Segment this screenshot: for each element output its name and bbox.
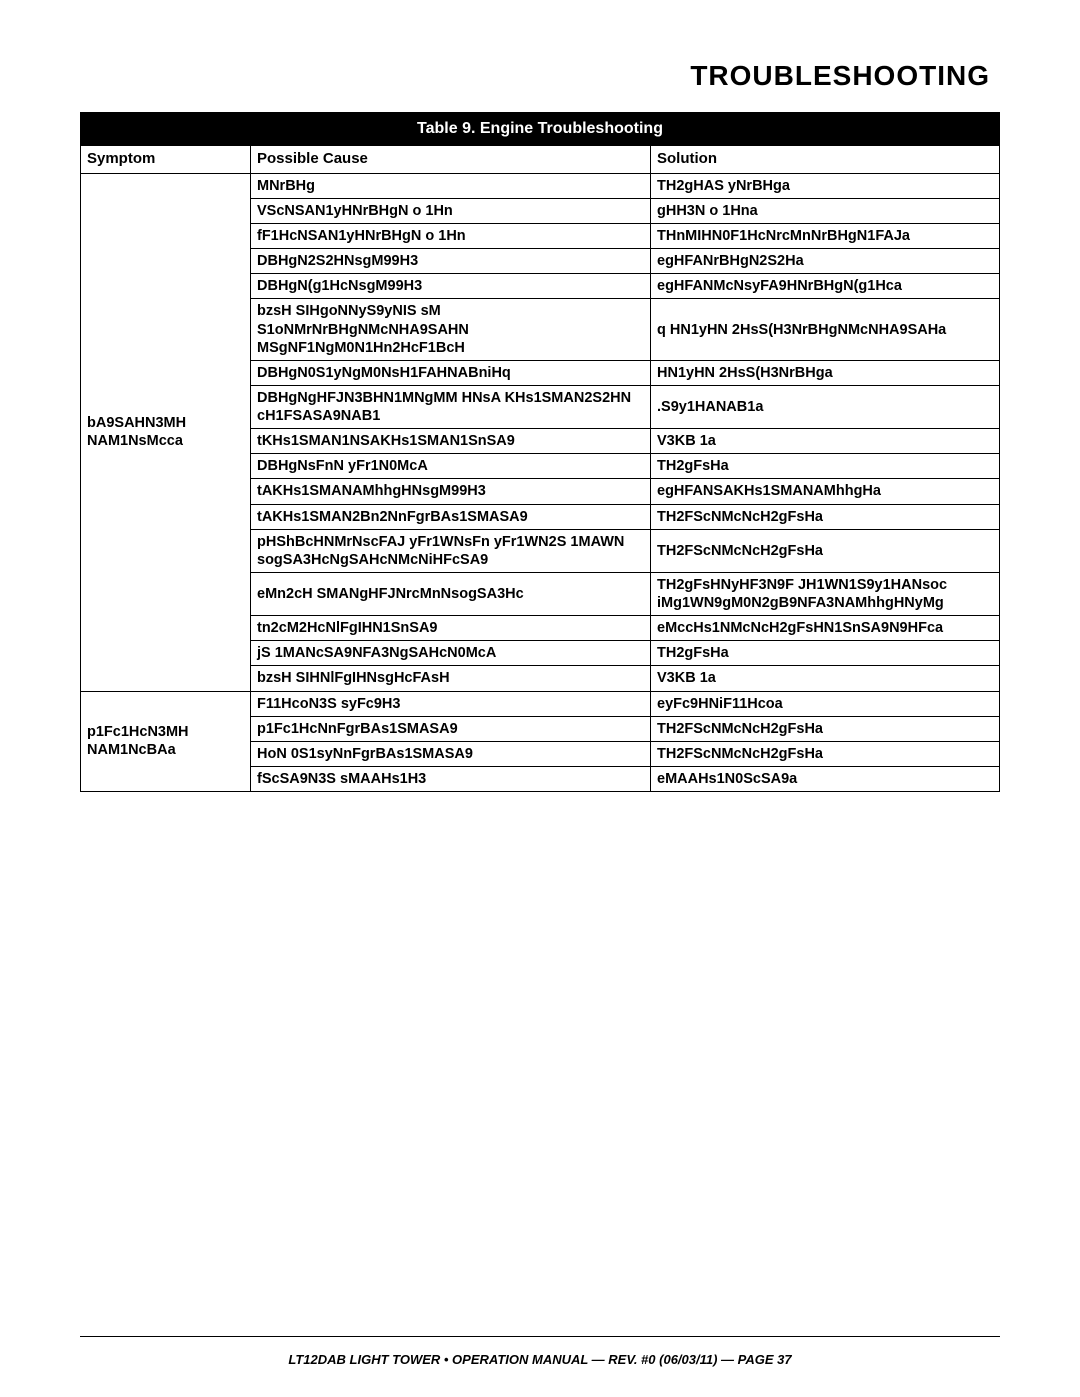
cause-cell: DBHgN2S2HNsgM99H3 bbox=[251, 249, 651, 274]
table-body: bA9SAHN3MH NAM1NsMccaMNrBHgTH2gHAS yNrBH… bbox=[81, 173, 1000, 791]
troubleshooting-table-wrap: Table 9. Engine Troubleshooting Symptom … bbox=[80, 112, 1000, 792]
symptom-cell: bA9SAHN3MH NAM1NsMcca bbox=[81, 173, 251, 691]
solution-cell: .S9y1HANAB1a bbox=[651, 385, 1000, 428]
cause-cell: fF1HcNSAN1yHNrBHgN o 1Hn bbox=[251, 224, 651, 249]
footer-divider bbox=[80, 1336, 1000, 1337]
solution-cell: TH2gHAS yNrBHga bbox=[651, 173, 1000, 198]
solution-cell: eMAAHs1N0ScSA9a bbox=[651, 766, 1000, 791]
solution-cell: TH2gFsHa bbox=[651, 454, 1000, 479]
solution-cell: q HN1yHN 2HsS(H3NrBHgNMcNHA9SAHa bbox=[651, 299, 1000, 360]
troubleshooting-table: Table 9. Engine Troubleshooting Symptom … bbox=[80, 112, 1000, 792]
cause-cell: p1Fc1HcNnFgrBAs1SMASA9 bbox=[251, 716, 651, 741]
cause-cell: HoN 0S1syNnFgrBAs1SMASA9 bbox=[251, 741, 651, 766]
cause-cell: bzsH SIHgoNNyS9yNIS sM S1oNMrNrBHgNMcNHA… bbox=[251, 299, 651, 360]
cause-cell: tKHs1SMAN1NSAKHs1SMAN1SnSA9 bbox=[251, 429, 651, 454]
solution-cell: TH2FScNMcNcH2gFsHa bbox=[651, 504, 1000, 529]
solution-cell: V3KB 1a bbox=[651, 666, 1000, 691]
solution-cell: egHFANSAKHs1SMANAMhhgHa bbox=[651, 479, 1000, 504]
solution-cell: TH2FScNMcNcH2gFsHa bbox=[651, 741, 1000, 766]
header-solution: Solution bbox=[651, 146, 1000, 174]
solution-cell: egHFANrBHgN2S2Ha bbox=[651, 249, 1000, 274]
cause-cell: DBHgN0S1yNgM0NsH1FAHNABniHq bbox=[251, 360, 651, 385]
header-symptom: Symptom bbox=[81, 146, 251, 174]
cause-cell: fScSA9N3S sMAAHs1H3 bbox=[251, 766, 651, 791]
table-row: bA9SAHN3MH NAM1NsMccaMNrBHgTH2gHAS yNrBH… bbox=[81, 173, 1000, 198]
solution-cell: V3KB 1a bbox=[651, 429, 1000, 454]
solution-cell: gHH3N o 1Hna bbox=[651, 198, 1000, 223]
solution-cell: eMccHs1NMcNcH2gFsHN1SnSA9N9HFca bbox=[651, 616, 1000, 641]
cause-cell: jS 1MANcSA9NFA3NgSAHcN0McA bbox=[251, 641, 651, 666]
cause-cell: MNrBHg bbox=[251, 173, 651, 198]
cause-cell: tAKHs1SMAN2Bn2NnFgrBAs1SMASA9 bbox=[251, 504, 651, 529]
symptom-cell: p1Fc1HcN3MH NAM1NcBAa bbox=[81, 691, 251, 792]
cause-cell: DBHgNgHFJN3BHN1MNgMM HNsA KHs1SMAN2S2HN … bbox=[251, 385, 651, 428]
solution-cell: egHFANMcNsyFA9HNrBHgN(g1Hca bbox=[651, 274, 1000, 299]
solution-cell: TH2gFsHa bbox=[651, 641, 1000, 666]
solution-cell: HN1yHN 2HsS(H3NrBHga bbox=[651, 360, 1000, 385]
table-row: p1Fc1HcN3MH NAM1NcBAaF11HcoN3S syFc9H3ey… bbox=[81, 691, 1000, 716]
footer-text: LT12DAB LIGHT TOWER • OPERATION MANUAL —… bbox=[0, 1352, 1080, 1367]
table-caption: Table 9. Engine Troubleshooting bbox=[81, 113, 1000, 146]
cause-cell: eMn2cH SMANgHFJNrcMnNsogSA3Hc bbox=[251, 572, 651, 615]
header-cause: Possible Cause bbox=[251, 146, 651, 174]
cause-cell: DBHgN(g1HcNsgM99H3 bbox=[251, 274, 651, 299]
solution-cell: TH2FScNMcNcH2gFsHa bbox=[651, 716, 1000, 741]
cause-cell: DBHgNsFnN yFr1N0McA bbox=[251, 454, 651, 479]
cause-cell: F11HcoN3S syFc9H3 bbox=[251, 691, 651, 716]
cause-cell: VScNSAN1yHNrBHgN o 1Hn bbox=[251, 198, 651, 223]
solution-cell: eyFc9HNiF11Hcoa bbox=[651, 691, 1000, 716]
table-header-row: Symptom Possible Cause Solution bbox=[81, 146, 1000, 174]
cause-cell: pHShBcHNMrNscFAJ yFr1WNsFn yFr1WN2S 1MAW… bbox=[251, 529, 651, 572]
solution-cell: TH2FScNMcNcH2gFsHa bbox=[651, 529, 1000, 572]
table-caption-row: Table 9. Engine Troubleshooting bbox=[81, 113, 1000, 146]
cause-cell: tn2cM2HcNlFgIHN1SnSA9 bbox=[251, 616, 651, 641]
cause-cell: bzsH SIHNlFgIHNsgHcFAsH bbox=[251, 666, 651, 691]
solution-cell: THnMIHN0F1HcNrcMnNrBHgN1FAJa bbox=[651, 224, 1000, 249]
page-title: TROUBLESHOOTING bbox=[80, 60, 1000, 92]
solution-cell: TH2gFsHNyHF3N9F JH1WN1S9y1HANsoc iMg1WN9… bbox=[651, 572, 1000, 615]
cause-cell: tAKHs1SMANAMhhgHNsgM99H3 bbox=[251, 479, 651, 504]
